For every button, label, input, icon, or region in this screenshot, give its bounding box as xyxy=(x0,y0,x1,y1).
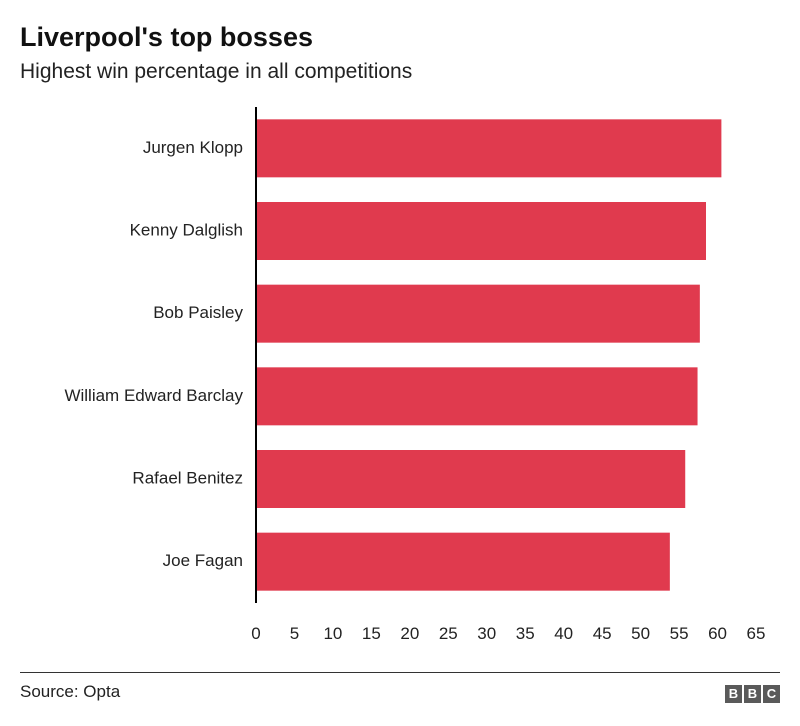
bar xyxy=(256,367,698,426)
source-note: Source: Opta xyxy=(20,682,121,701)
x-tick-label: 10 xyxy=(323,624,342,643)
category-labels-group: Jurgen Klopp Kenny Dalglish Bob Paisley Wil… xyxy=(64,138,243,570)
footer-divider xyxy=(20,672,780,673)
bars-group xyxy=(256,119,722,591)
x-tick-label: 55 xyxy=(670,624,689,643)
x-tick-label: 35 xyxy=(516,624,535,643)
chart-title: Liverpool's top bosses xyxy=(20,22,313,52)
bbc-logo-block: B xyxy=(725,685,742,703)
x-tick-label: 50 xyxy=(631,624,650,643)
bbc-logo: B B C xyxy=(725,685,780,703)
x-tick-label: 40 xyxy=(554,624,573,643)
category-label: Kenny Dalglish xyxy=(130,220,243,239)
category-label: William Edward Barclay xyxy=(64,386,243,405)
bar xyxy=(256,284,700,343)
bar xyxy=(256,532,670,591)
bar xyxy=(256,119,722,178)
x-tick-label: 60 xyxy=(708,624,727,643)
x-tick-label: 0 xyxy=(251,624,260,643)
x-tick-label: 65 xyxy=(747,624,766,643)
x-tick-label: 20 xyxy=(400,624,419,643)
category-label: Bob Paisley xyxy=(153,303,243,322)
bar xyxy=(256,202,706,260)
category-label: Joe Fagan xyxy=(163,551,243,570)
x-tick-label: 45 xyxy=(593,624,612,643)
bbc-logo-block: C xyxy=(763,685,780,703)
x-tick-label: 15 xyxy=(362,624,381,643)
category-label: Rafael Benitez xyxy=(132,468,243,487)
bar xyxy=(256,450,686,508)
chart-subtitle: Highest win percentage in all competitio… xyxy=(20,60,413,83)
category-label: Jurgen Klopp xyxy=(143,138,243,157)
x-axis-ticks-group: 0 5 10 15 20 25 30 35 40 45 50 55 60 65 xyxy=(251,624,765,643)
bbc-logo-block: B xyxy=(744,685,761,703)
x-tick-label: 25 xyxy=(439,624,458,643)
x-tick-label: 5 xyxy=(290,624,299,643)
x-tick-label: 30 xyxy=(477,624,496,643)
